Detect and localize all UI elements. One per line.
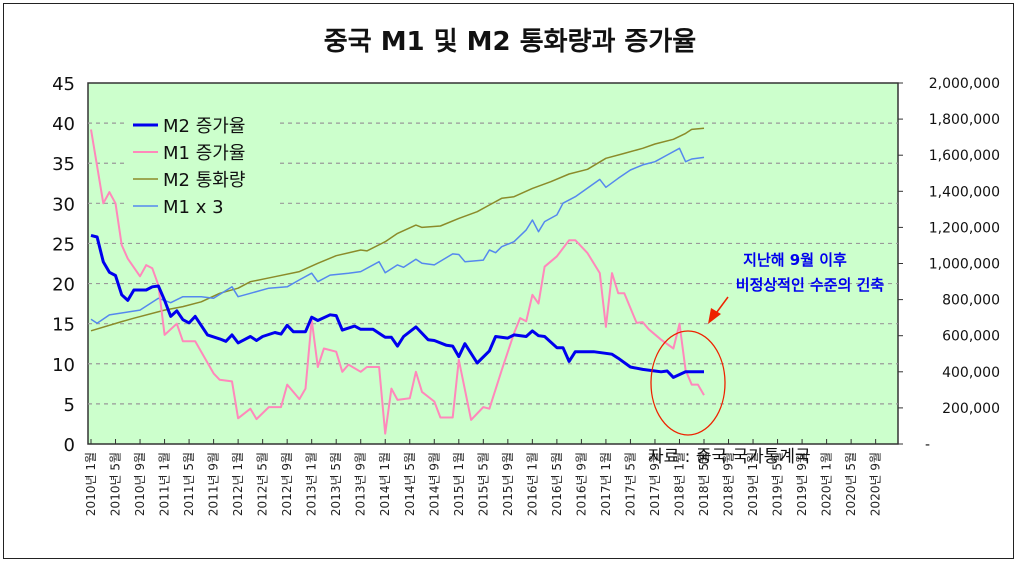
left-tick-label: 0 xyxy=(64,435,75,456)
left-tick-label: 45 xyxy=(52,74,75,95)
x-tick-label: 2010년 9월 xyxy=(133,452,147,516)
x-tick-label: 2015년 1월 xyxy=(452,452,466,516)
x-tick-label: 2019년 1월 xyxy=(746,452,760,516)
x-tick-label: 2011년 9월 xyxy=(207,452,221,516)
x-tick-label: 2018년 1월 xyxy=(672,452,686,516)
x-tick-label: 2020년 1월 xyxy=(820,452,834,516)
left-tick-label: 40 xyxy=(52,114,75,135)
source-note: 자료 : 중국 국가통계국 xyxy=(648,447,811,467)
x-tick-label: 2012년 1월 xyxy=(231,452,245,516)
right-tick-label: 1,600,000 xyxy=(929,148,1000,164)
x-tick-label: 2018년 9월 xyxy=(722,452,736,516)
callout-line-1: 지난해 9월 이후 xyxy=(743,251,847,269)
right-tick-label: 1,200,000 xyxy=(929,220,1000,236)
legend-label: M1 증가율 xyxy=(163,143,245,164)
x-tick-label: 2019년 5월 xyxy=(771,452,785,516)
right-tick-label: 800,000 xyxy=(942,293,1000,309)
right-tick-label: 1,000,000 xyxy=(929,257,1000,273)
left-tick-label: 35 xyxy=(52,154,75,175)
x-tick-label: 2011년 1월 xyxy=(158,452,172,516)
chart-frame xyxy=(3,3,1014,559)
x-tick-label: 2012년 5월 xyxy=(256,452,270,516)
legend: M2 증가율 M1 증가율 M2 통화량 M1 x 3 xyxy=(128,108,278,226)
x-tick-label: 2020년 9월 xyxy=(869,452,883,516)
series-line-1 xyxy=(90,129,705,435)
left-tick-label: 5 xyxy=(64,395,75,416)
callout-line-2: 비정상적인 수준의 긴축 xyxy=(736,276,885,294)
right-tick-label: 1,800,000 xyxy=(929,112,1000,128)
x-tick-label: 2011년 5월 xyxy=(182,452,196,516)
x-tick-label: 2016년 9월 xyxy=(574,452,588,516)
x-tick-label: 2013년 5월 xyxy=(329,452,343,516)
x-tick-label: 2015년 5월 xyxy=(476,452,490,516)
x-tick-label: 2012년 9월 xyxy=(280,452,294,516)
x-tick-label: 2010년 1월 xyxy=(84,452,98,516)
series-line-0 xyxy=(90,233,704,379)
x-tick-label: 2017년 9월 xyxy=(648,452,662,516)
x-tick-label: 2016년 1월 xyxy=(525,452,539,516)
right-tick-label: 200,000 xyxy=(942,401,1000,417)
arrow-head-icon xyxy=(708,308,721,324)
left-tick-label: 25 xyxy=(52,234,75,255)
right-tick-label: 1,400,000 xyxy=(929,184,1000,200)
left-tick-label: 30 xyxy=(52,194,75,215)
x-tick-label: 2014년 1월 xyxy=(378,452,392,516)
series-line-3 xyxy=(90,147,705,324)
left-tick-label: 20 xyxy=(52,275,75,296)
left-tick-label: 15 xyxy=(52,315,75,336)
x-tick-label: 2016년 5월 xyxy=(550,452,564,516)
right-tick-label: - xyxy=(925,437,930,453)
x-tick-label: 2020년 5월 xyxy=(844,452,858,516)
legend-label: M2 통화량 xyxy=(163,170,245,191)
series-line-2 xyxy=(90,127,705,332)
x-tick-label: 2017년 5월 xyxy=(623,452,637,516)
x-tick-label: 2014년 5월 xyxy=(403,452,417,516)
x-tick-label: 2019년 9월 xyxy=(795,452,809,516)
x-tick-label: 2010년 5월 xyxy=(109,452,123,516)
x-tick-label: 2018년 5월 xyxy=(697,452,711,516)
legend-label: M1 x 3 xyxy=(163,197,224,218)
x-tick-label: 2014년 9월 xyxy=(427,452,441,516)
highlight-circle xyxy=(650,330,726,436)
right-tick-label: 400,000 xyxy=(942,365,1000,381)
x-tick-label: 2013년 9월 xyxy=(354,452,368,516)
legend-label: M2 증가율 xyxy=(163,116,245,137)
x-tick-label: 2013년 1월 xyxy=(305,452,319,516)
chart-title: 중국 M1 및 M2 통화량과 증가율 xyxy=(324,27,696,57)
left-tick-label: 10 xyxy=(52,355,75,376)
x-tick-label: 2015년 9월 xyxy=(501,452,515,516)
right-tick-label: 2,000,000 xyxy=(929,76,1000,92)
right-tick-label: 600,000 xyxy=(942,329,1000,345)
plot-area: 0 5 10 15 20 25 30 35 40 45 - 200,000 400,000 600,000… xyxy=(52,74,1000,516)
x-tick-label: 2017년 1월 xyxy=(599,452,613,516)
